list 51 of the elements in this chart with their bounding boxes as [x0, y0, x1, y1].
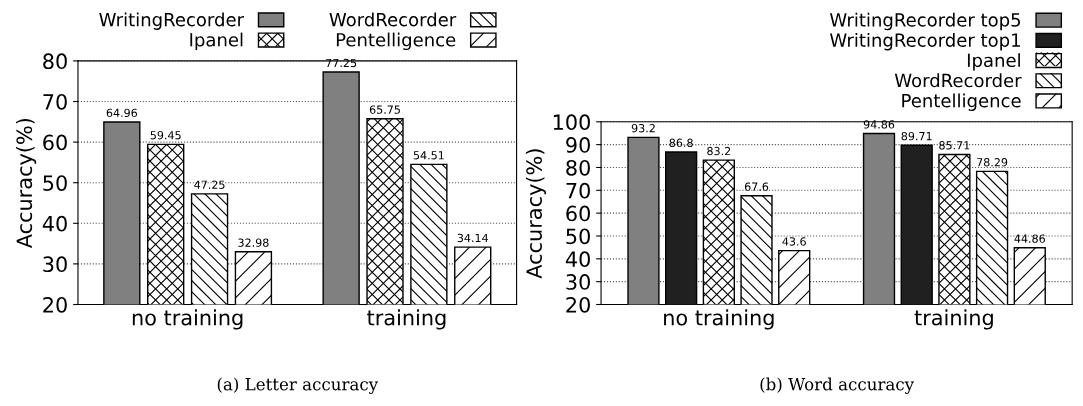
- data-label: 67.6: [744, 182, 769, 191]
- y-tick-label: 50: [43, 175, 67, 191]
- data-label: 94.86: [863, 120, 895, 129]
- data-label: 54.51: [413, 151, 444, 160]
- data-label: 47.25: [194, 180, 225, 189]
- text: (a) Letter accuracy: [217, 377, 379, 394]
- y-axis-title: Accuracy(%): [16, 118, 37, 249]
- data-label: 43.6: [782, 237, 806, 246]
- data-label: 44.86: [1014, 234, 1045, 243]
- data-label: 85.71: [939, 141, 970, 150]
- data-label: 32.98: [238, 238, 269, 247]
- y-tick-label: 40: [565, 251, 590, 268]
- y-tick-label: 40: [42, 215, 67, 232]
- legend-label: WritingRecorder: [99, 12, 245, 30]
- data-label: 89.71: [901, 131, 932, 141]
- legend-label: Pentelligence: [902, 93, 1021, 111]
- data-label: 34.14: [457, 233, 489, 243]
- x-tick-label: no training: [664, 309, 774, 330]
- y-tick-label: 70: [566, 182, 590, 199]
- legend-label: WordRecorder: [894, 73, 1022, 88]
- y-tick-label: 80: [43, 53, 67, 70]
- data-label: 78.29: [977, 158, 1008, 167]
- x-tick-label: training: [914, 309, 993, 330]
- y-tick-label: 70: [43, 93, 67, 110]
- data-label: 93.2: [631, 123, 655, 133]
- y-axis-title: Accuracy(%): [525, 149, 547, 279]
- legend-label: Ipanel: [967, 53, 1020, 71]
- data-label: 59.45: [150, 131, 181, 140]
- data-label: 83.2: [707, 146, 731, 156]
- data-label: 64.96: [106, 108, 138, 118]
- y-tick-label: 60: [43, 134, 67, 151]
- y-tick-label: 50: [566, 228, 590, 245]
- y-tick-label: 30: [566, 274, 590, 290]
- x-tick-label: no training: [132, 309, 243, 330]
- y-tick-label: 90: [566, 137, 590, 153]
- data-label: 65.75: [369, 105, 400, 114]
- y-tick-label: 80: [566, 159, 590, 176]
- legend-label: WordRecorder: [329, 12, 457, 27]
- data-label: 86.8: [669, 138, 693, 148]
- data-label: 77.25: [326, 58, 357, 68]
- y-tick-label: 60: [566, 205, 590, 222]
- y-tick-label: 20: [43, 296, 67, 313]
- legend-label: WritingRecorder top5: [830, 12, 1021, 31]
- legend-label: Ipanel: [190, 32, 243, 51]
- y-tick-label: 30: [43, 256, 67, 273]
- legend-label: WritingRecorder top1: [830, 32, 1020, 51]
- text: (b) Word accuracy: [760, 377, 915, 394]
- y-tick-label: 100: [553, 114, 590, 131]
- y-tick-label: 20: [566, 296, 590, 313]
- legend-label: Pentelligence: [336, 32, 456, 51]
- x-tick-label: training: [367, 309, 446, 330]
